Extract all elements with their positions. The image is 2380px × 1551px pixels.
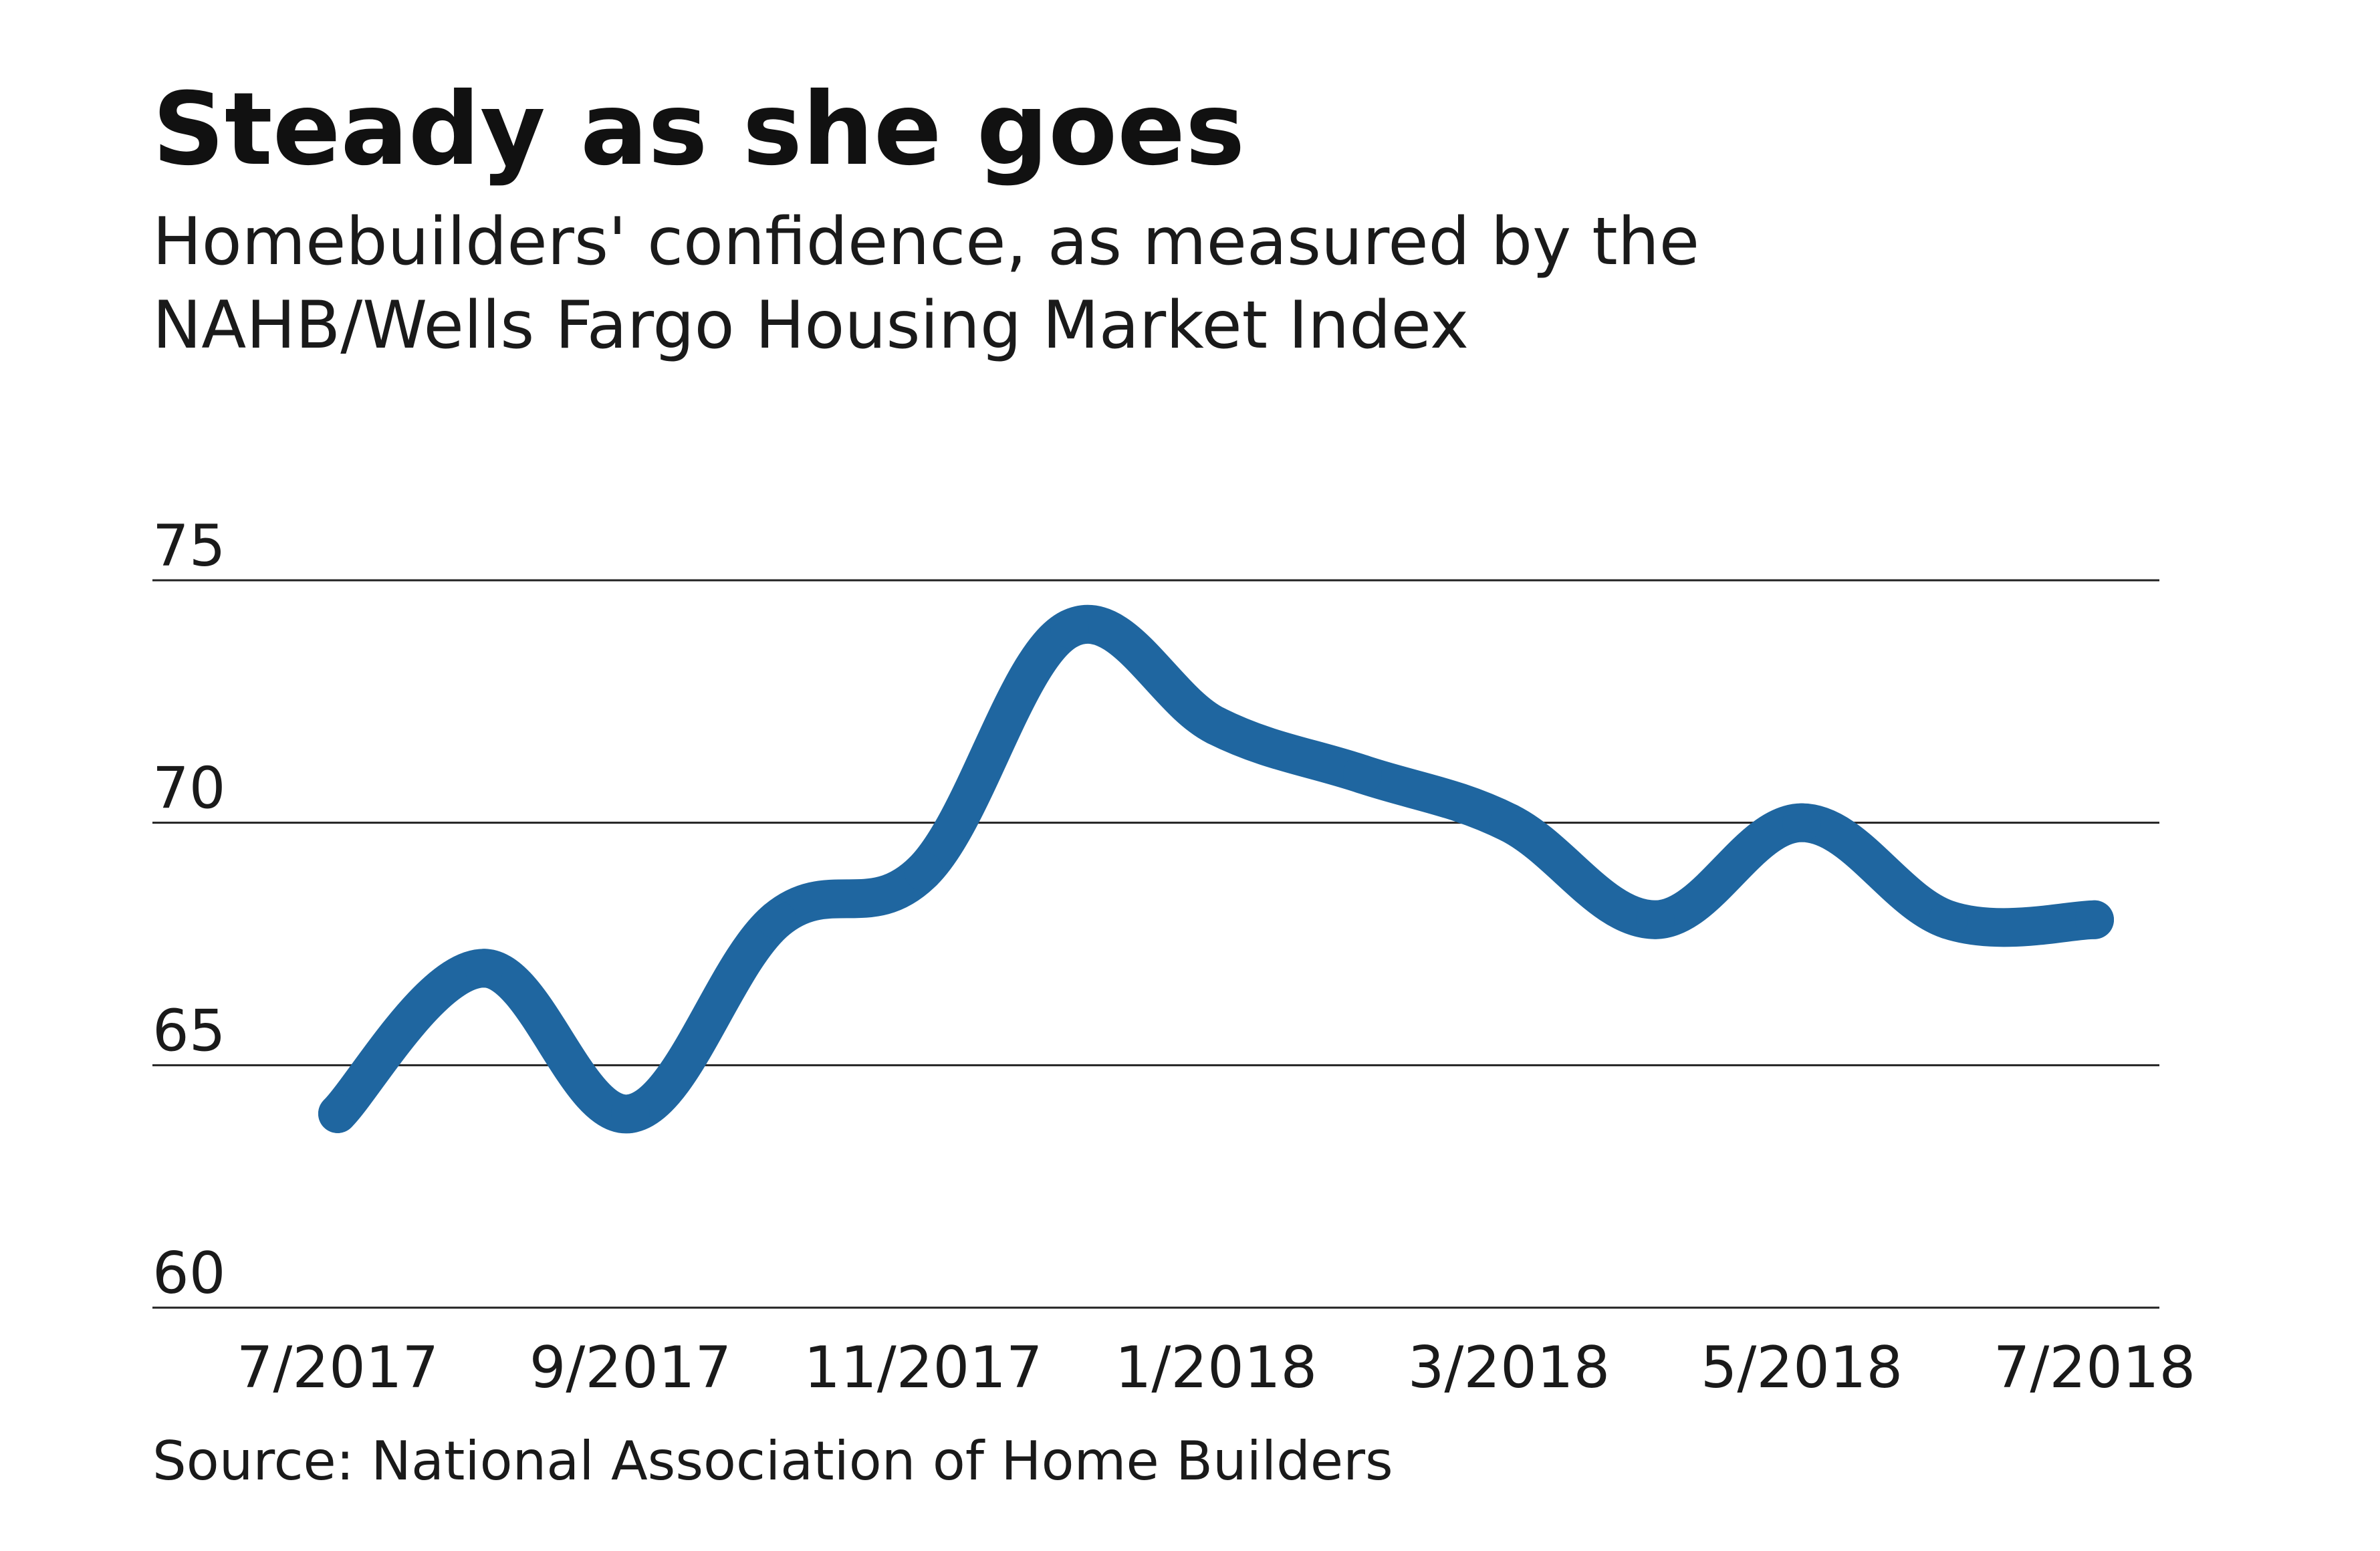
data-point-12-2017 (1050, 609, 1089, 648)
y-axis-tick-labels: 60 65 70 75 (152, 513, 225, 1307)
y-tick-label: 75 (152, 513, 225, 580)
x-tick-label: 5/2018 (1701, 1334, 1903, 1401)
data-point-3-2018 (1490, 803, 1528, 842)
data-point-11-2017 (904, 852, 943, 891)
data-point-10-2017 (757, 900, 796, 939)
x-tick-label: 3/2018 (1408, 1334, 1611, 1401)
x-tick-label: 7/2018 (1994, 1334, 2196, 1401)
series-line (318, 604, 2114, 1134)
chart-source: Source: National Association of Home Bui… (152, 1430, 1393, 1492)
data-point-2-2018 (1343, 755, 1382, 794)
x-tick-label: 9/2017 (529, 1334, 732, 1401)
gridlines (152, 579, 2159, 1309)
data-point-7-2018 (2075, 900, 2114, 939)
y-tick-label: 60 (152, 1240, 225, 1307)
y-tick-label: 70 (152, 755, 225, 822)
data-point-7-2017 (318, 1094, 357, 1133)
x-tick-label: 1/2018 (1115, 1334, 1318, 1401)
x-axis-tick-labels: 7/2017 9/2017 11/2017 1/2018 3/2018 5/2018 7/2… (237, 1334, 2196, 1401)
data-point-1-2018 (1197, 706, 1235, 745)
y-tick-label: 65 (152, 997, 225, 1064)
chart-subtitle-line-2: NAHB/Wells Fargo Housing Market Index (152, 287, 1469, 364)
data-point-9-2017 (611, 1094, 650, 1133)
data-point-8-2017 (465, 949, 503, 988)
x-tick-label: 7/2017 (237, 1334, 439, 1401)
series-layer (318, 604, 2114, 1134)
data-point-5-2018 (1782, 803, 1821, 842)
x-tick-label: 11/2017 (804, 1334, 1042, 1401)
data-point-6-2018 (1929, 900, 1968, 939)
chart-subtitle-line-1: Homebuilders' confidence, as measured by… (152, 204, 1699, 280)
chart-title: Steady as she goes (152, 72, 1245, 188)
data-point-4-2018 (1636, 900, 1675, 939)
